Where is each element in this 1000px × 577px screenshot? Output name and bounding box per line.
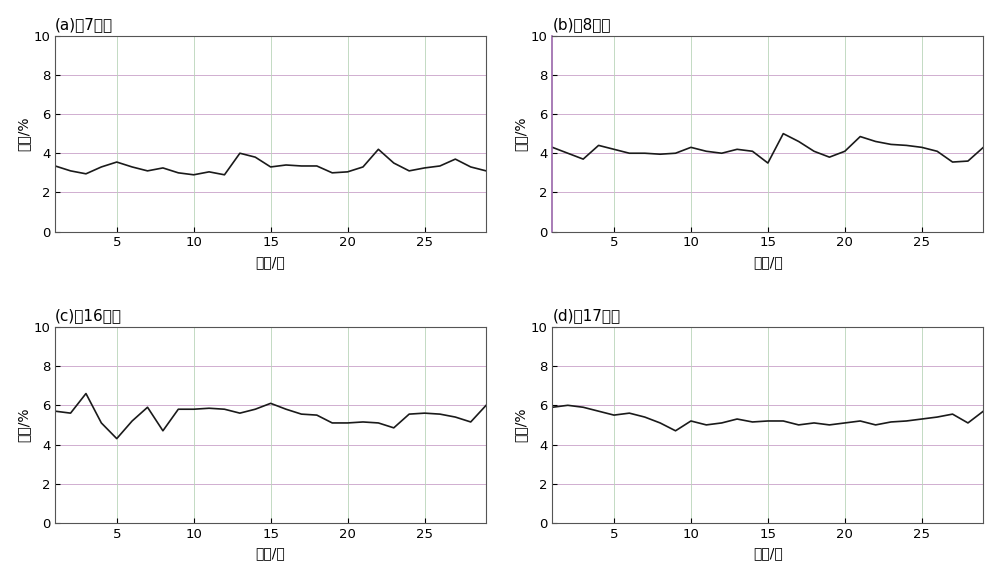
Y-axis label: 比例/%: 比例/% — [17, 408, 31, 442]
X-axis label: 日期/天: 日期/天 — [753, 255, 783, 269]
Y-axis label: 比例/%: 比例/% — [514, 117, 528, 151]
Y-axis label: 比例/%: 比例/% — [17, 117, 31, 151]
X-axis label: 日期/天: 日期/天 — [256, 255, 286, 269]
Y-axis label: 比例/%: 比例/% — [514, 408, 528, 442]
Text: (d)：17点钟: (d)：17点钟 — [552, 308, 621, 323]
Text: (b)：8点钟: (b)：8点钟 — [552, 17, 611, 32]
Text: (a)：7点钟: (a)：7点钟 — [55, 17, 113, 32]
X-axis label: 日期/天: 日期/天 — [753, 546, 783, 560]
X-axis label: 日期/天: 日期/天 — [256, 546, 286, 560]
Text: (c)：16点钟: (c)：16点钟 — [55, 308, 122, 323]
